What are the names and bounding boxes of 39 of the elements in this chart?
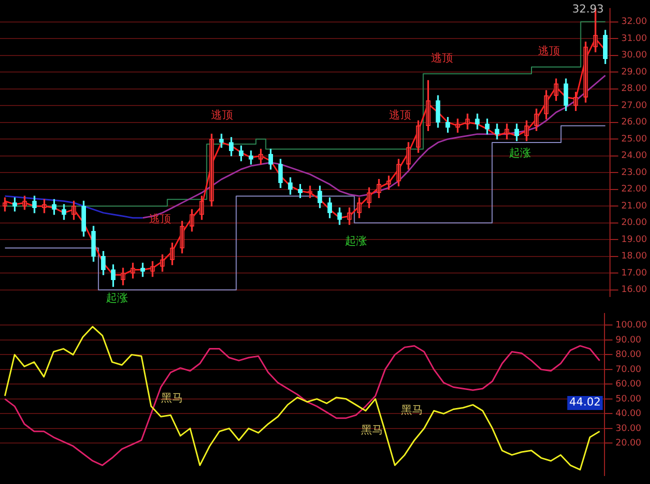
y-tick-label: 21.00: [621, 201, 648, 212]
y-tick-label: 16.00: [621, 285, 648, 296]
annotation: 逃顶: [389, 108, 411, 122]
annotation: 32.93: [572, 2, 604, 16]
y-tick-label: 80.00: [616, 350, 642, 360]
y-tick-label: 29.00: [621, 67, 648, 78]
annotation: 逃顶: [431, 51, 453, 64]
annotation: 44.02: [569, 395, 601, 408]
y-tick-label: 32.00: [621, 17, 648, 28]
annotation: 逃顶: [149, 212, 171, 226]
y-tick-label: 90.00: [616, 335, 642, 346]
annotation: 起涨: [509, 146, 531, 160]
y-tick-label: 26.00: [621, 118, 648, 128]
y-tick-label: 28.00: [621, 84, 648, 94]
y-tick-label: 30.00: [621, 50, 648, 61]
y-tick-label: 20.00: [616, 438, 642, 449]
y-tick-label: 25.00: [621, 134, 648, 144]
y-tick-label: 60.00: [616, 380, 642, 390]
y-tick-label: 70.00: [616, 364, 642, 375]
y-tick-label: 24.00: [621, 151, 648, 162]
y-tick-label: 17.00: [621, 268, 648, 278]
y-tick-label: 19.00: [621, 234, 648, 245]
y-tick-label: 18.00: [621, 252, 648, 262]
y-tick-label: 23.00: [621, 168, 648, 178]
y-tick-label: 40.00: [616, 409, 642, 420]
annotation: 逃顶: [211, 108, 233, 122]
annotation: 黑马: [161, 391, 183, 404]
annotation: 起涨: [106, 291, 128, 304]
annotation: 起涨: [345, 234, 367, 248]
y-tick-label: 30.00: [616, 424, 642, 434]
annotation: 黑马: [401, 403, 423, 416]
annotation: 黑马: [361, 423, 383, 436]
y-tick-label: 20.00: [621, 218, 648, 228]
y-tick-label: 50.00: [616, 394, 642, 404]
annotation: 逃顶: [538, 44, 560, 58]
y-tick-label: 27.00: [621, 100, 648, 111]
y-tick-label: 31.00: [621, 34, 648, 44]
y-tick-label: 22.00: [621, 184, 648, 195]
y-tick-label: 100.00: [616, 320, 648, 331]
